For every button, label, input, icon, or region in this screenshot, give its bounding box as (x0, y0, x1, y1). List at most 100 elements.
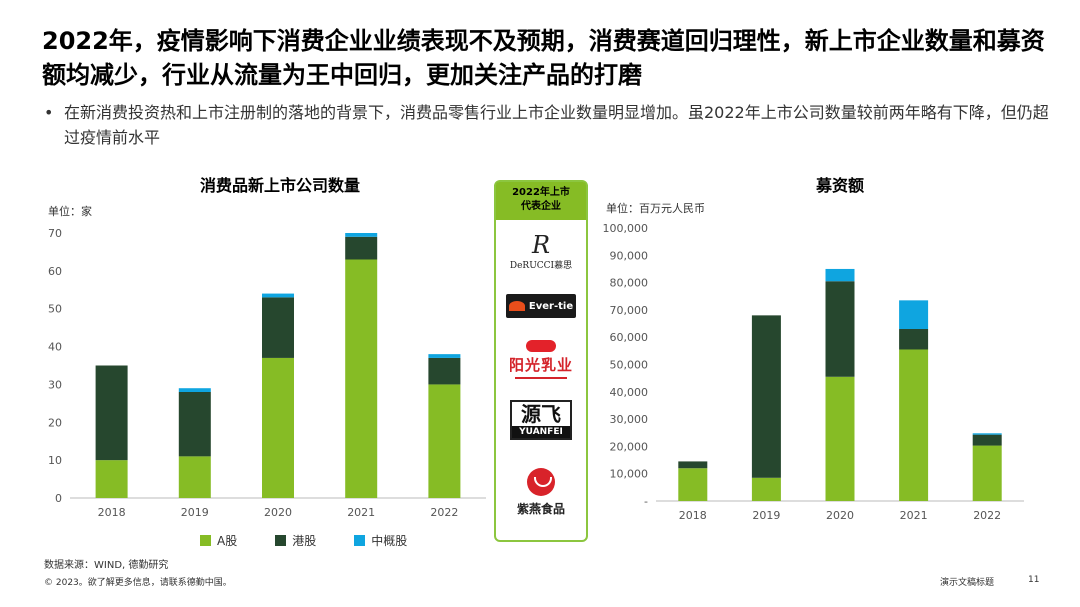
x-tick-label: 2021 (347, 506, 375, 519)
bar-2020-series-2 (262, 293, 294, 298)
legend-item-hk-share: 港股 (275, 532, 316, 549)
ziyan-wordmark: 紫燕食品 (516, 502, 565, 516)
derucci-mark: R (531, 231, 551, 259)
yuanfei-frame: 源飞 YUANFEI (510, 400, 572, 440)
legend-label: 中概股 (371, 534, 408, 548)
panel-title-line1: 2022年上市 (512, 187, 570, 198)
y-tick-label: 70 (48, 227, 62, 240)
bar-2018-series-0 (678, 468, 708, 501)
legend-swatch (200, 535, 211, 546)
y-tick-label: 20 (48, 416, 62, 429)
bar-2019-series-0 (178, 456, 211, 498)
y-tick-label: 90,000 (610, 249, 649, 262)
x-tick-label: 2022 (430, 506, 458, 519)
bar-2021-series-2 (899, 300, 929, 330)
chart-right: - 10,000 20,000 30,000 40,000 50,000 60,000 70,… (603, 222, 1024, 522)
bar-2022-series-0 (972, 445, 1002, 501)
y-tick-label: 50,000 (610, 359, 649, 372)
x-tick-label: 2018 (679, 509, 707, 522)
footer-label: 演示文稿标题 (940, 578, 995, 588)
derucci-wordmark: DeRUCCI慕思 (509, 261, 573, 271)
y-tick-label: 50 (48, 303, 62, 316)
bullet-text: 在新消费投资热和上市注册制的落地的背景下，消费品零售行业上市企业数量明显增加。虽… (64, 103, 1049, 147)
y-tick-label: 10,000 (610, 468, 649, 481)
bar-2018-series-0 (95, 460, 128, 498)
y-tick-label: 60 (48, 265, 62, 278)
bar-2022-series-2 (428, 354, 461, 358)
bar-2022-series-1 (428, 357, 461, 385)
legend-label: A股 (217, 534, 238, 548)
panel-title: 2022年上市 代表企业 (496, 182, 586, 220)
bar-2021-series-0 (899, 349, 929, 501)
bar-2022-series-0 (428, 384, 461, 498)
bar-2019-series-1 (751, 315, 781, 478)
x-tick-label: 2018 (98, 506, 126, 519)
y-tick-label: 70,000 (610, 304, 649, 317)
legend-item-a-share: A股 (200, 532, 237, 549)
y-tick-label: 40,000 (610, 386, 649, 399)
y-tick-label: 0 (55, 492, 62, 505)
bar-2020-series-1 (262, 297, 294, 358)
panel-title-line2: 代表企业 (521, 201, 561, 212)
y-tick-label: 10 (48, 454, 62, 467)
chart-left-title: 消费品新上市公司数量 (199, 176, 360, 195)
bar-2020-series-0 (825, 376, 855, 501)
bar-2019-series-0 (751, 477, 781, 501)
ziyan-swallow-icon (527, 468, 555, 496)
ever-tie-wordmark: Ever-tie (528, 300, 574, 312)
yangguang-dairy-logo: 阳光乳业 (506, 340, 576, 379)
bar-2021-series-0 (345, 259, 378, 498)
yuanfei-mark: 源飞 (521, 402, 561, 426)
legend-label: 港股 (292, 534, 317, 548)
chart-right-title: 募资额 (815, 176, 864, 195)
yuanfei-logo: 源飞 YUANFEI (506, 400, 576, 440)
representative-companies-panel: 2022年上市 代表企业 R DeRUCCI慕思 Ever-tie 阳光乳业 源… (494, 180, 588, 542)
y-tick-label: 100,000 (603, 222, 649, 235)
page-number: 11 (1028, 575, 1040, 585)
bar-2018-series-1 (678, 461, 708, 469)
copyright: © 2023。欲了解更多信息，请联系德勤中国。 (44, 578, 232, 588)
yuanfei-wordmark: YUANFEI (512, 426, 570, 438)
x-tick-label: 2022 (973, 509, 1001, 522)
chart-left-unit: 单位：家 (48, 205, 92, 218)
x-tick-label: 2020 (826, 509, 854, 522)
y-tick-label: 60,000 (610, 331, 649, 344)
y-tick-label: 20,000 (610, 440, 649, 453)
x-tick-label: 2020 (264, 506, 292, 519)
bar-2021-series-1 (345, 236, 378, 260)
x-tick-label: 2019 (181, 506, 209, 519)
bar-2021-series-2 (345, 233, 378, 237)
yangguang-underline (515, 377, 567, 379)
bullet-dot: • (44, 103, 54, 122)
ziyan-logo: 紫燕食品 (506, 468, 576, 517)
ever-tie-logo: Ever-tie (506, 294, 576, 318)
derucci-logo: R DeRUCCI慕思 (506, 232, 576, 271)
y-tick-label: 80,000 (610, 277, 649, 290)
bar-2019-series-2 (178, 388, 211, 392)
y-tick-label: 40 (48, 341, 62, 354)
x-tick-label: 2021 (900, 509, 928, 522)
bar-2022-series-1 (972, 434, 1002, 446)
legend-swatch (354, 535, 366, 546)
bar-2021-series-1 (899, 329, 929, 350)
legend-swatch (275, 535, 287, 546)
yangguang-wordmark: 阳光乳业 (508, 356, 573, 374)
chart-legend: A股 港股 中概股 (200, 532, 445, 549)
bar-2020-series-1 (825, 281, 855, 377)
bar-2018-series-1 (95, 365, 128, 461)
y-tick-label: - (644, 495, 648, 508)
bullet-point: • 在新消费投资热和上市注册制的落地的背景下，消费品零售行业上市企业数量明显增加… (44, 100, 1054, 150)
x-tick-label: 2019 (752, 509, 780, 522)
y-tick-label: 30 (48, 378, 62, 391)
bar-2020-series-2 (825, 268, 855, 282)
chart-right-unit: 单位：百万元人民币 (606, 202, 705, 215)
page-headline: 2022年，疫情影响下消费企业业绩表现不及预期，消费赛道回归理性，新上市企业数量… (42, 27, 1045, 89)
bar-2019-series-1 (178, 392, 211, 457)
chart-left: 0 10 20 30 40 50 60 70 2018 2019 2020 2021 2022 (48, 227, 486, 519)
y-tick-label: 30,000 (610, 413, 649, 426)
legend-item-china-concept: 中概股 (354, 532, 407, 549)
ever-tie-badge: Ever-tie (506, 294, 576, 318)
ever-tie-mark-icon (508, 301, 525, 311)
bar-2020-series-0 (262, 357, 294, 498)
bar-2022-series-2 (972, 433, 1002, 435)
